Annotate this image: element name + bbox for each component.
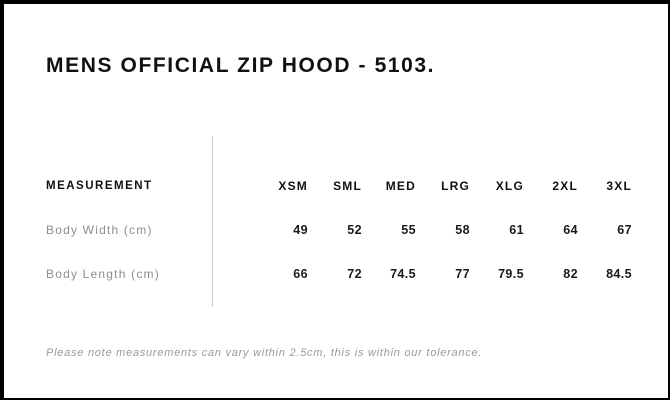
cell-body-width-lrg: 58 <box>455 223 470 237</box>
cell-body-length-med: 74.5 <box>390 267 416 281</box>
column-header-lrg: LRG <box>441 179 470 193</box>
cell-body-length-xlg: 79.5 <box>498 267 524 281</box>
row-label-body-length: Body Length (cm) <box>46 267 160 281</box>
cell-body-width-2xl: 64 <box>563 223 578 237</box>
column-header-xlg: XLG <box>495 179 524 193</box>
cell-body-width-med: 55 <box>401 223 416 237</box>
column-header-3xl: 3XL <box>606 179 632 193</box>
size-chart-frame: MENS OFFICIAL ZIP HOOD - 5103. MEASUREME… <box>4 4 668 398</box>
column-header-xsm: XSM <box>278 179 308 193</box>
table-header-row: MEASUREMENT XSM SML MED LRG XLG 2XL 3XL <box>46 164 632 208</box>
table-row: Body Width (cm) 49 52 55 58 61 64 67 <box>46 208 632 252</box>
page-title: MENS OFFICIAL ZIP HOOD - 5103. <box>46 54 436 77</box>
cell-body-length-2xl: 82 <box>563 267 578 281</box>
cell-body-width-xsm: 49 <box>293 223 308 237</box>
cell-body-width-sml: 52 <box>347 223 362 237</box>
row-label-body-width: Body Width (cm) <box>46 223 153 237</box>
cell-body-length-lrg: 77 <box>455 267 470 281</box>
cell-body-length-sml: 72 <box>347 267 362 281</box>
column-header-measurement: MEASUREMENT <box>46 180 153 192</box>
tolerance-note: Please note measurements can vary within… <box>46 347 483 359</box>
cell-body-length-3xl: 84.5 <box>606 267 632 281</box>
cell-body-width-3xl: 67 <box>617 223 632 237</box>
column-header-sml: SML <box>333 179 362 193</box>
column-header-2xl: 2XL <box>552 179 578 193</box>
table-row: Body Length (cm) 66 72 74.5 77 79.5 82 8… <box>46 252 632 296</box>
size-chart-table: MEASUREMENT XSM SML MED LRG XLG 2XL 3XL … <box>46 164 632 296</box>
table-vertical-divider <box>212 136 213 307</box>
cell-body-width-xlg: 61 <box>509 223 524 237</box>
column-header-med: MED <box>385 179 416 193</box>
cell-body-length-xsm: 66 <box>293 267 308 281</box>
